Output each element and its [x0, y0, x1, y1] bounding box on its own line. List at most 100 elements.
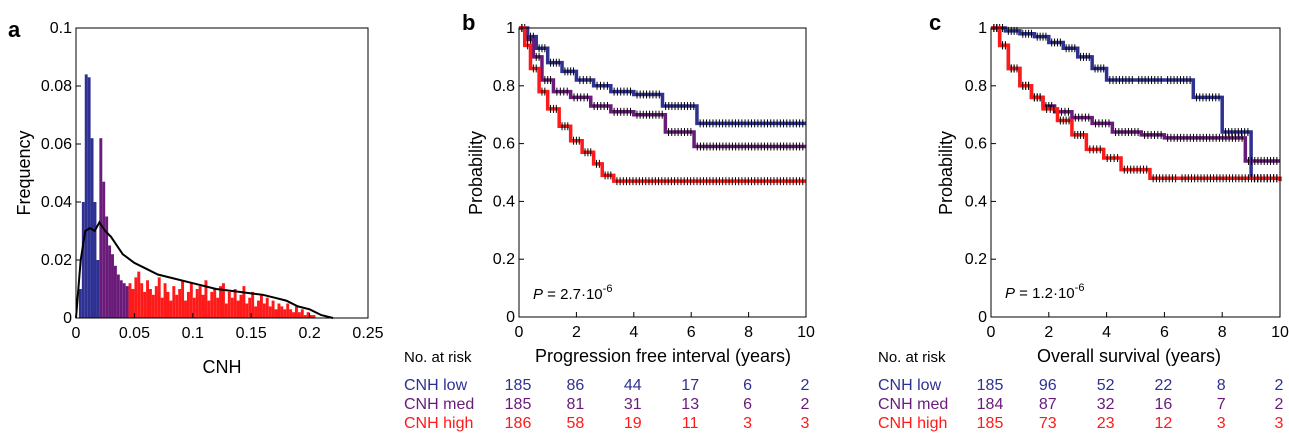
km-curve-low: [991, 26, 1280, 181]
histogram-bar-high: [178, 289, 182, 318]
histogram-bar-low: [84, 74, 88, 319]
x-tick-label: 0: [515, 324, 524, 341]
histogram-bar-high: [230, 297, 234, 318]
y-tick-label: 1: [506, 20, 515, 37]
histogram-bar-med: [108, 245, 112, 318]
y-tick-label: 0.08: [41, 78, 72, 95]
histogram-bar-low: [93, 202, 97, 318]
risk-value: 73: [1039, 415, 1057, 432]
histogram-bar-high: [239, 294, 243, 318]
density-curve: [75, 220, 334, 319]
risk-value: 3: [1275, 415, 1284, 432]
histogram-bar-high: [216, 297, 220, 318]
y-axis-label: Probability: [466, 131, 486, 215]
histogram-bar-med: [119, 280, 123, 318]
risk-value: 2: [801, 377, 810, 394]
histogram-bar-high: [289, 309, 293, 318]
plot-frame: [75, 27, 369, 319]
plot-frame: [518, 27, 807, 318]
histogram-bar-high: [233, 289, 237, 318]
risk-table-pfi: No. at risk CNH low 185 86 44 17 6 2 CNH med 185 8…: [404, 349, 810, 432]
histogram-bar-high: [242, 286, 246, 318]
histogram-bar-high: [172, 286, 176, 318]
risk-row-label: CNH med: [878, 396, 948, 413]
histogram-bar-high: [297, 312, 301, 318]
risk-value: 96: [1039, 377, 1057, 394]
risk-row-label: CNH low: [878, 377, 942, 394]
risk-header: No. at risk: [404, 349, 472, 366]
y-tick-label: 0.6: [493, 136, 515, 153]
histogram-bar-high: [224, 303, 228, 318]
survival-curves: [519, 24, 806, 186]
x-tick-labels: 0 2 4 6 8 10: [987, 312, 1289, 341]
y-tick-label: 0.1: [50, 20, 72, 37]
y-tick-labels: 0 0.2 0.4 0.6 0.8 1: [965, 20, 996, 326]
risk-value: 44: [624, 377, 642, 394]
km-curve-high: [991, 26, 1282, 182]
histogram-bar-low: [87, 77, 91, 318]
survival-curves: [991, 24, 1282, 183]
x-tick-label: 2: [572, 324, 581, 341]
x-tick-label: 0.15: [236, 325, 267, 342]
x-tick-labels: 0 2 4 6 8 10: [515, 312, 815, 341]
x-tick-label: 2: [1044, 324, 1053, 341]
histogram-bar-low: [90, 138, 94, 318]
histogram-bar-high: [251, 291, 255, 318]
histogram-bar-med: [113, 265, 117, 318]
x-tick-label: 0: [987, 324, 996, 341]
histogram-bar-high: [134, 277, 138, 318]
y-tick-labels: 0 0.2 0.4 0.6 0.8 1: [493, 20, 524, 326]
y-tick-label: 0.8: [965, 78, 987, 95]
histogram-bar-high: [312, 315, 316, 318]
histogram-bar-high: [163, 283, 167, 318]
panel-c-km-overall-survival: 0 2 4 6 8 10 0 0.2 0.4 0.6 0.8 1 Probability P = 1…: [878, 20, 1289, 432]
risk-value: 23: [1097, 415, 1115, 432]
risk-value: 16: [1155, 396, 1173, 413]
p-value-mid: = 1.2·10: [1015, 285, 1075, 302]
risk-value: 185: [977, 415, 1004, 432]
risk-value: 86: [567, 377, 585, 394]
risk-value: 3: [1217, 415, 1226, 432]
histogram-bar-high: [151, 294, 155, 318]
risk-value: 185: [977, 377, 1004, 394]
histogram-bar-high: [143, 291, 147, 318]
risk-value: 13: [681, 396, 699, 413]
x-tick-labels: 0 0.05 0.1 0.15 0.2 0.25: [72, 313, 384, 342]
y-tick-label: 0: [506, 309, 515, 326]
y-tick-label: 0: [63, 310, 72, 327]
histogram-bar-high: [204, 280, 208, 318]
histogram-bar-high: [169, 300, 173, 318]
histogram-bar-high: [154, 286, 158, 318]
risk-value: 22: [1155, 377, 1173, 394]
panel-a-histogram: 0 0.05 0.1 0.15 0.2 0.25 0 0.02 0.04 0.06 0.08 0.1…: [14, 20, 384, 377]
risk-value: 52: [1097, 377, 1115, 394]
histogram-bar-high: [259, 294, 263, 318]
y-tick-label: 0.2: [493, 251, 515, 268]
km-curve-low: [519, 26, 806, 126]
histogram-bar-high: [181, 280, 185, 318]
risk-row-label: CNH low: [404, 377, 468, 394]
risk-table-os: No. at risk CNH low 185 96 52 22 8 2 CNH med 184 8…: [878, 349, 1284, 432]
p-value-exp: -6: [603, 283, 613, 295]
histogram-bar-med: [99, 138, 103, 318]
risk-value: 17: [681, 377, 699, 394]
risk-value: 32: [1097, 396, 1115, 413]
x-tick-label: 10: [797, 324, 815, 341]
risk-value: 185: [505, 377, 532, 394]
risk-value: 185: [505, 396, 532, 413]
histogram-bar-med: [111, 254, 114, 318]
risk-value: 31: [624, 396, 642, 413]
histogram-bar-high: [157, 277, 161, 318]
histogram-bar-high: [280, 306, 284, 318]
x-tick-label: 0.25: [352, 325, 383, 342]
histogram-bar-high: [245, 303, 249, 318]
y-axis-label: Frequency: [14, 130, 34, 215]
histogram-bar-high: [219, 286, 222, 318]
risk-value: 3: [801, 415, 810, 432]
y-tick-label: 0.4: [965, 193, 987, 210]
histogram-bar-med: [116, 274, 120, 318]
histogram-bar-high: [292, 312, 295, 318]
y-tick-label: 0.4: [493, 193, 515, 210]
histogram-bar-low: [96, 260, 100, 318]
